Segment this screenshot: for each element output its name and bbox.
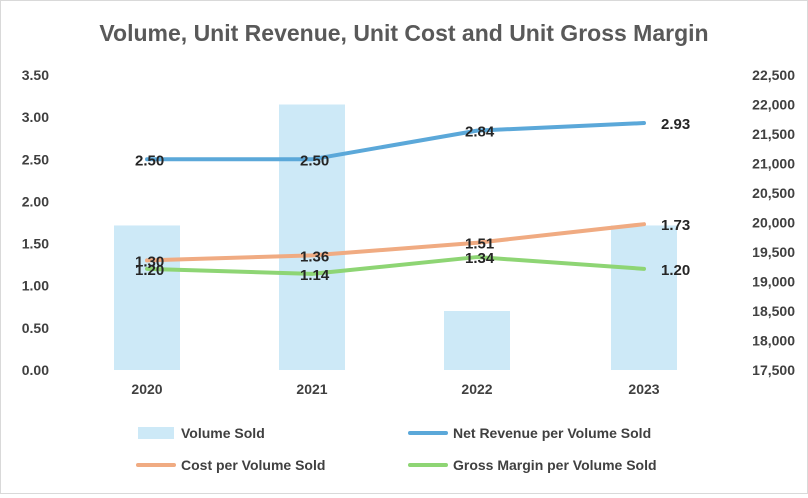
left-axis-tick-label: 3.00 <box>22 109 49 125</box>
legend: Volume Sold Net Revenue per Volume Sold Co… <box>136 425 657 473</box>
x-axis-tick-label: 2022 <box>461 381 492 397</box>
axis-labels: 0.00 0.50 1.00 1.50 2.00 2.50 3.00 3.50 17,500 18… <box>22 67 795 397</box>
data-label: 1.73 <box>661 217 690 234</box>
left-axis-tick-label: 1.00 <box>22 278 49 294</box>
right-axis-tick-label: 21,000 <box>752 156 795 172</box>
right-axis-tick-label: 22,000 <box>752 97 795 113</box>
data-label: 1.30 <box>135 253 164 270</box>
left-axis-tick-label: 0.50 <box>22 320 49 336</box>
data-label: 1.20 <box>661 262 690 279</box>
data-label: 2.84 <box>465 124 495 141</box>
data-label: 1.14 <box>300 267 330 284</box>
x-axis-tick-label: 2023 <box>628 381 659 397</box>
right-axis-tick-label: 19,000 <box>752 274 795 290</box>
data-label: 2.50 <box>300 152 329 169</box>
chart-title: Volume, Unit Revenue, Unit Cost and Unit… <box>99 20 708 46</box>
right-axis-tick-label: 22,500 <box>752 67 795 83</box>
legend-label: Gross Margin per Volume Sold <box>453 457 657 473</box>
right-axis-tick-label: 19,500 <box>752 244 795 260</box>
right-axis-tick-label: 17,500 <box>752 362 795 378</box>
x-axis-tick-label: 2021 <box>296 381 327 397</box>
data-label: 1.36 <box>300 248 329 265</box>
right-axis-tick-label: 20,500 <box>752 185 795 201</box>
left-axis-tick-label: 2.00 <box>22 193 49 209</box>
legend-swatch <box>138 427 174 439</box>
volume-bar <box>279 104 345 370</box>
data-labels: 2.50 2.50 2.84 2.93 1.30 1.36 1.51 1.73 1.20 1.14… <box>135 116 690 284</box>
right-axis-tick-label: 18,000 <box>752 333 795 349</box>
data-label: 1.34 <box>465 250 495 267</box>
left-axis-tick-label: 2.50 <box>22 151 49 167</box>
left-axis-tick-label: 0.00 <box>22 362 49 378</box>
right-axis-tick-label: 21,500 <box>752 126 795 142</box>
left-axis-tick-label: 1.50 <box>22 236 49 252</box>
series-line <box>145 255 646 276</box>
bars <box>114 104 677 370</box>
data-label: 2.93 <box>661 116 690 133</box>
right-axis-tick-label: 18,500 <box>752 303 795 319</box>
legend-label: Cost per Volume Sold <box>181 457 325 473</box>
data-label: 1.51 <box>465 236 494 253</box>
data-label: 2.50 <box>135 152 164 169</box>
series-line <box>145 222 646 263</box>
volume-bar <box>444 311 510 370</box>
volume-bar <box>114 225 180 370</box>
volume-bar <box>611 225 677 370</box>
right-axis-tick-label: 20,000 <box>752 215 795 231</box>
x-axis-tick-label: 2020 <box>131 381 162 397</box>
legend-label: Volume Sold <box>181 425 265 441</box>
data-label: 1.20 <box>135 262 164 279</box>
series-line <box>145 121 646 162</box>
legend-label: Net Revenue per Volume Sold <box>453 425 651 441</box>
left-axis-tick-label: 3.50 <box>22 67 49 83</box>
lines <box>145 121 646 276</box>
